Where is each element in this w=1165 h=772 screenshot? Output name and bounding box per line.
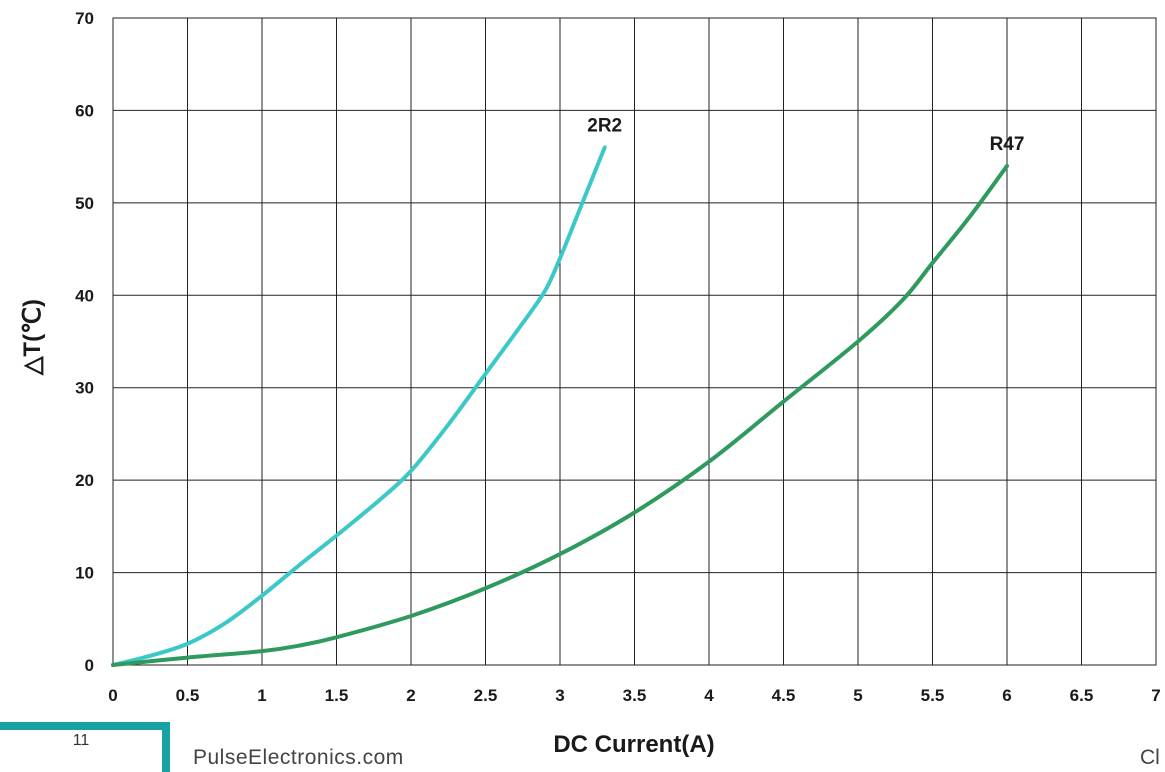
x-tick-label: 0.5 [176,686,200,705]
y-tick-label: 40 [75,286,94,305]
y-tick-label: 70 [75,9,94,28]
series-labels: 2R2 R47 [587,115,1024,154]
x-tick-label: 1.5 [325,686,349,705]
x-tick-label: 0 [108,686,117,705]
y-tick-label: 20 [75,471,94,490]
x-axis-ticks: 0 0.5 1 1.5 2 2.5 3 3.5 4 4.5 5 5.5 6 6.5 7 [108,686,1160,705]
x-tick-label: 1 [257,686,266,705]
y-axis-label: △T(℃) [19,299,46,376]
y-tick-label: 0 [85,656,94,675]
y-axis-ticks: 0 10 20 30 40 50 60 70 [75,9,94,675]
y-tick-label: 10 [75,564,94,583]
x-tick-label: 6 [1002,686,1011,705]
series-line-r47 [111,163,1009,667]
y-tick-label: 60 [75,101,94,120]
chart-series-group [111,145,1009,667]
x-tick-label: 4.5 [772,686,796,705]
footer-brand: PulseElectronics.com [193,746,404,769]
series-line-2r2 [111,145,607,667]
x-tick-label: 3 [555,686,564,705]
series-label-2r2: 2R2 [587,115,622,136]
x-tick-label: 3.5 [623,686,647,705]
x-axis-label: DC Current(A) [553,731,714,758]
page-number: 11 [72,732,90,749]
series-label-r47: R47 [990,134,1025,155]
chart-grid [112,17,1157,666]
x-tick-label: 5 [853,686,862,705]
x-tick-label: 7 [1151,686,1160,705]
x-tick-label: 5.5 [921,686,945,705]
x-tick-label: 2.5 [474,686,498,705]
x-tick-label: 2 [406,686,415,705]
y-tick-label: 30 [75,379,94,398]
footer-right-text: Cl [1140,746,1160,769]
y-tick-label: 50 [75,194,94,213]
x-tick-label: 6.5 [1070,686,1094,705]
page-number-box: 11 [0,722,170,772]
x-tick-label: 4 [704,686,714,705]
